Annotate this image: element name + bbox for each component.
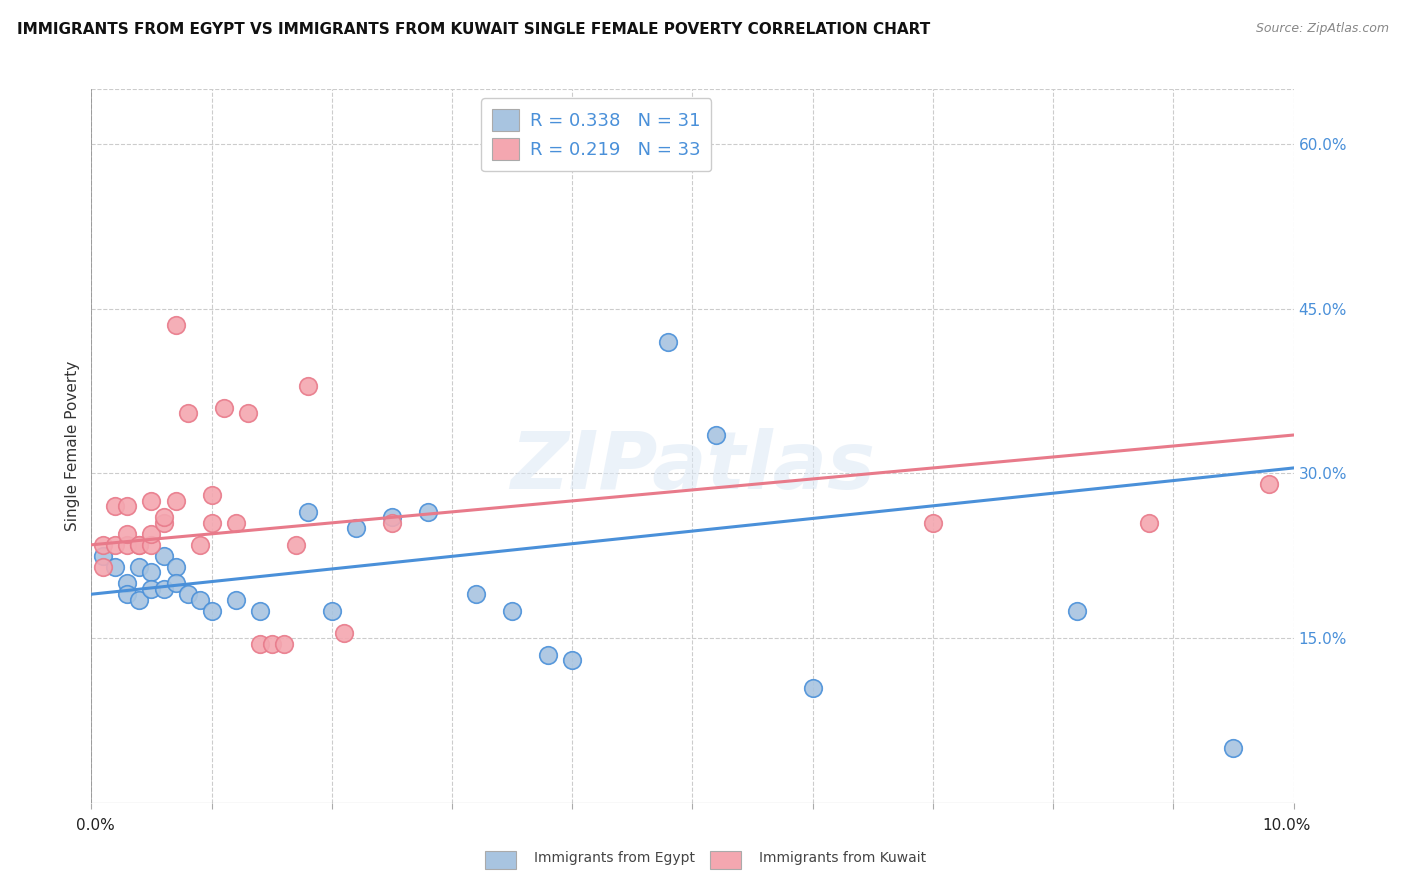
Point: [344, 521, 367, 535]
Point: [465, 587, 488, 601]
Point: [141, 538, 163, 552]
Point: [236, 406, 259, 420]
Point: [416, 505, 439, 519]
Point: [297, 378, 319, 392]
Point: [128, 592, 150, 607]
Point: [249, 604, 271, 618]
Point: [201, 516, 224, 530]
Point: [141, 566, 163, 580]
Point: [165, 318, 187, 333]
Point: [117, 538, 139, 552]
Y-axis label: Single Female Poverty: Single Female Poverty: [65, 361, 80, 531]
Point: [801, 681, 824, 695]
Point: [501, 604, 523, 618]
Point: [128, 538, 150, 552]
Point: [381, 516, 404, 530]
Point: [165, 576, 187, 591]
Point: [176, 406, 198, 420]
Point: [128, 559, 150, 574]
Point: [141, 582, 163, 596]
Point: [104, 538, 127, 552]
Point: [117, 587, 139, 601]
Text: IMMIGRANTS FROM EGYPT VS IMMIGRANTS FROM KUWAIT SINGLE FEMALE POVERTY CORRELATIO: IMMIGRANTS FROM EGYPT VS IMMIGRANTS FROM…: [17, 22, 931, 37]
Point: [333, 625, 356, 640]
Point: [657, 334, 679, 349]
Point: [141, 494, 163, 508]
Point: [381, 510, 404, 524]
Point: [260, 637, 283, 651]
Point: [117, 576, 139, 591]
Point: [249, 637, 271, 651]
Point: [104, 500, 127, 514]
Point: [1258, 477, 1281, 491]
Point: [128, 538, 150, 552]
Point: [165, 559, 187, 574]
Point: [201, 604, 224, 618]
Point: [1137, 516, 1160, 530]
Point: [212, 401, 235, 415]
Text: Source: ZipAtlas.com: Source: ZipAtlas.com: [1256, 22, 1389, 36]
Point: [706, 428, 728, 442]
Point: [152, 582, 174, 596]
Point: [104, 559, 127, 574]
Point: [225, 516, 247, 530]
Point: [284, 538, 307, 552]
Text: ZIPatlas: ZIPatlas: [510, 428, 875, 507]
Point: [1222, 740, 1244, 755]
Point: [537, 648, 560, 662]
Point: [922, 516, 945, 530]
Point: [321, 604, 343, 618]
Text: 0.0%: 0.0%: [76, 818, 115, 832]
Text: Immigrants from Kuwait: Immigrants from Kuwait: [759, 851, 927, 865]
Legend: R = 0.338   N = 31, R = 0.219   N = 33: R = 0.338 N = 31, R = 0.219 N = 33: [481, 98, 711, 171]
Point: [188, 592, 211, 607]
Point: [188, 538, 211, 552]
Point: [93, 559, 115, 574]
Text: Immigrants from Egypt: Immigrants from Egypt: [534, 851, 696, 865]
Point: [273, 637, 295, 651]
Point: [225, 592, 247, 607]
Point: [201, 488, 224, 502]
Point: [152, 516, 174, 530]
Point: [93, 549, 115, 563]
Point: [117, 526, 139, 541]
Point: [561, 653, 583, 667]
Point: [117, 500, 139, 514]
Point: [176, 587, 198, 601]
Point: [165, 494, 187, 508]
Point: [152, 549, 174, 563]
Point: [297, 505, 319, 519]
Point: [1066, 604, 1088, 618]
Text: 10.0%: 10.0%: [1263, 818, 1310, 832]
Point: [93, 538, 115, 552]
Point: [141, 526, 163, 541]
Point: [152, 510, 174, 524]
